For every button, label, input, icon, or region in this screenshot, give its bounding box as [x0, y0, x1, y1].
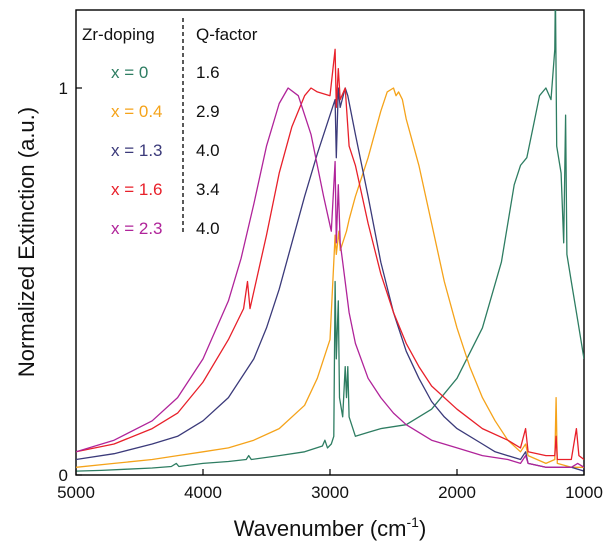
legend-qfactor-4: 4.0	[196, 219, 220, 238]
legend-rows: x = 0 1.6 x = 0.4 2.9 x = 1.3 4.0 x = 1.6 3.4 x …	[111, 63, 220, 238]
plot-frame	[75, 9, 585, 476]
legend-qfactor-1: 2.9	[196, 102, 220, 121]
x-tick-label-3: 2000	[438, 483, 476, 502]
legend-header-doping: Zr-doping	[82, 25, 155, 44]
legend-label-3: x = 1.6	[111, 180, 163, 199]
y-axis-label: Normalized Extinction (a.u.)	[14, 107, 39, 377]
y-tick-label-0: 0	[59, 466, 68, 485]
legend-label-4: x = 2.3	[111, 219, 163, 238]
series-line-2	[76, 87, 584, 472]
legend-qfactor-2: 4.0	[196, 141, 220, 160]
legend-qfactor-3: 3.4	[196, 180, 220, 199]
x-tick-label-1: 4000	[184, 483, 222, 502]
legend-label-2: x = 1.3	[111, 141, 163, 160]
x-tick-label-4: 1000	[565, 483, 603, 502]
x-axis-label-sup: -1	[407, 514, 420, 530]
series-line-3	[76, 48, 584, 461]
series-line-4	[76, 87, 584, 468]
x-tick-label-0: 5000	[57, 483, 95, 502]
ticks-layer: 5000 4000 3000 2000 1000 0 1	[57, 79, 603, 502]
legend: Zr-doping Q-factor x = 0 1.6x = 0.4 2.9x =…	[82, 18, 258, 238]
series-line-1	[76, 87, 584, 468]
legend-qfactor-0: 1.6	[196, 63, 220, 82]
x-axis-label-end: )	[419, 516, 426, 541]
legend-header-qfactor: Q-factor	[196, 25, 258, 44]
x-axis-label-main: Wavenumber (cm	[234, 516, 407, 541]
legend-label-1: x = 0.4	[111, 102, 163, 121]
series-line-0	[76, 10, 584, 472]
y-tick-label-1: 1	[59, 79, 68, 98]
legend-label-0: x = 0	[111, 63, 148, 82]
x-axis-label: Wavenumber (cm-1)	[234, 514, 427, 541]
x-tick-label-2: 3000	[311, 483, 349, 502]
series-layer	[76, 10, 584, 472]
